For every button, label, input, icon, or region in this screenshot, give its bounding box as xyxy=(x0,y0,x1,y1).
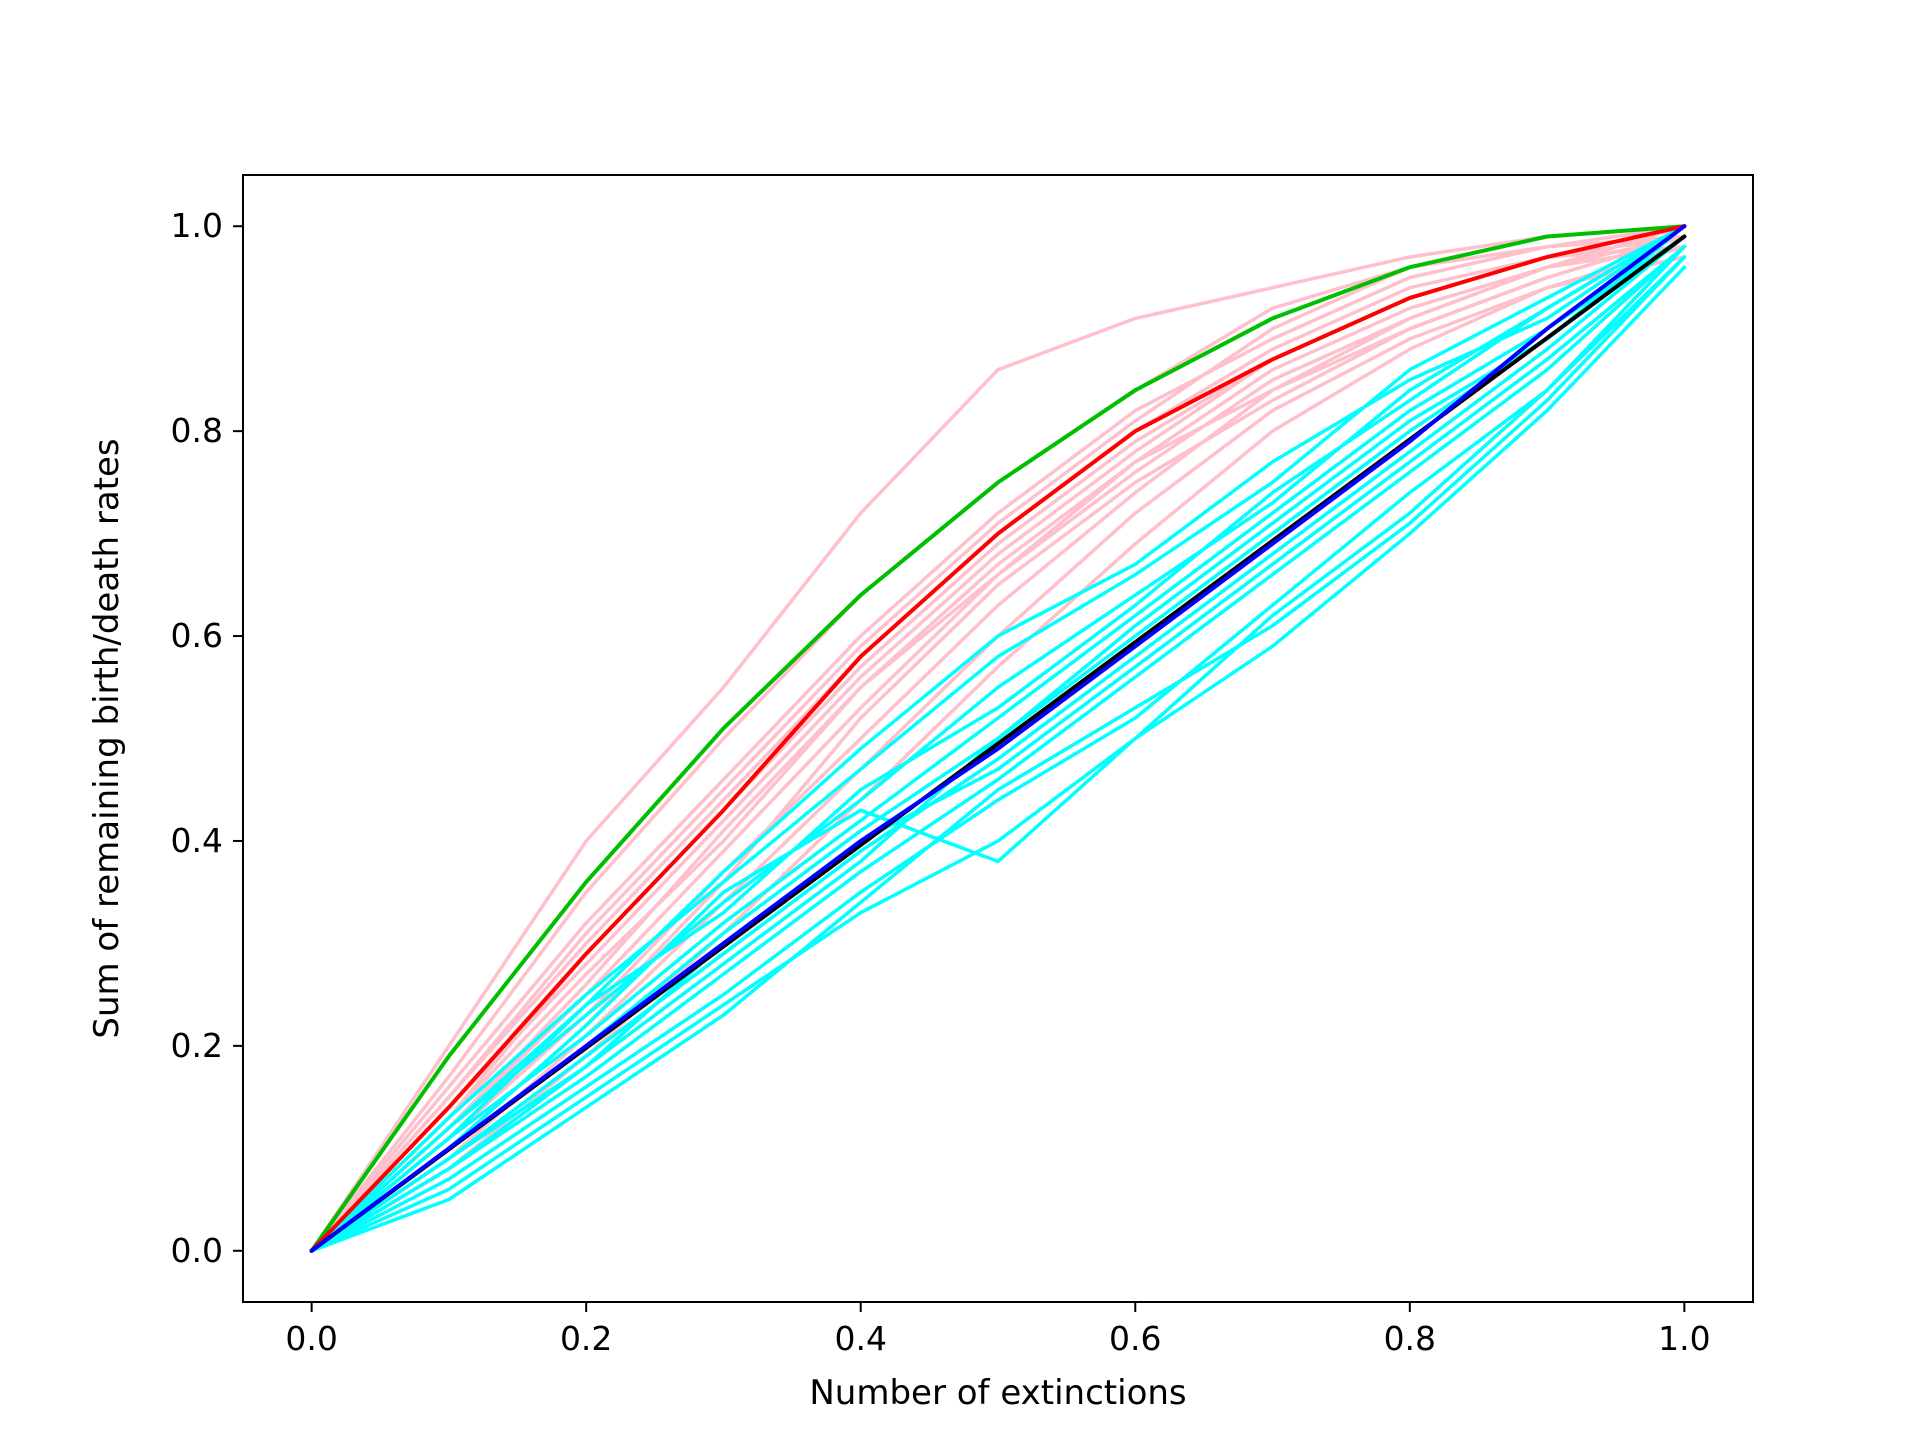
ensemble-1-run-9 xyxy=(309,224,1687,1253)
ensemble-1-run-8 xyxy=(309,244,1687,1253)
ensemble-1-run-4 xyxy=(309,234,1687,1253)
x-tick-label-0: 0.0 xyxy=(285,1319,337,1358)
x-axis-title: Number of extinctions xyxy=(809,1373,1186,1413)
ensemble-0-run-0 xyxy=(309,224,1687,1253)
ensemble-1-run-6 xyxy=(309,255,1687,1253)
series-line-3 xyxy=(309,224,1687,1253)
ensemble-1-run-0 xyxy=(309,224,1687,1253)
ensemble-1-run-12 xyxy=(309,244,1687,1253)
series-line-0 xyxy=(309,224,1687,1253)
plot-area-frame xyxy=(242,174,1754,1303)
x-tick-label-5: 1.0 xyxy=(1658,1319,1710,1358)
series-line-1 xyxy=(309,224,1687,1253)
ensemble-1-run-1 xyxy=(309,224,1687,1253)
ensemble-layer xyxy=(309,224,1687,1253)
ensemble-1-run-11 xyxy=(309,224,1687,1253)
ensemble-0-run-2 xyxy=(309,234,1687,1253)
y-tick-label-1: 0.2 xyxy=(171,1026,223,1065)
ensemble-0-run-10 xyxy=(309,234,1687,1253)
ensemble-1-run-5 xyxy=(309,244,1687,1253)
x-tick-label-2: 0.4 xyxy=(834,1319,886,1358)
y-tick-label-0: 0.0 xyxy=(171,1231,223,1270)
x-tick-label-1: 0.2 xyxy=(560,1319,612,1358)
x-axis-ticks: 0.0 0.2 0.4 0.6 0.8 1.0 xyxy=(285,1302,1711,1358)
y-tick-label-2: 0.4 xyxy=(171,821,223,860)
ensemble-1-run-7 xyxy=(309,265,1687,1253)
y-axis-title: Sum of remaining birth/death rates xyxy=(87,438,127,1038)
y-tick-label-5: 1.0 xyxy=(171,206,223,245)
ensemble-1-run-10 xyxy=(309,234,1687,1253)
ensemble-1-run-2 xyxy=(309,234,1687,1253)
y-tick-label-3: 0.6 xyxy=(171,616,223,655)
x-tick-label-3: 0.6 xyxy=(1109,1319,1161,1358)
y-tick-label-4: 0.8 xyxy=(171,411,223,450)
ensemble-1-run-13 xyxy=(309,255,1687,1253)
series-layer xyxy=(309,224,1687,1253)
ensemble-0-run-5 xyxy=(309,224,1687,1253)
ensemble-0-run-9 xyxy=(309,255,1687,1253)
x-tick-label-4: 0.8 xyxy=(1384,1319,1436,1358)
y-axis-ticks: 0.0 0.2 0.4 0.6 0.8 1.0 xyxy=(171,206,243,1270)
